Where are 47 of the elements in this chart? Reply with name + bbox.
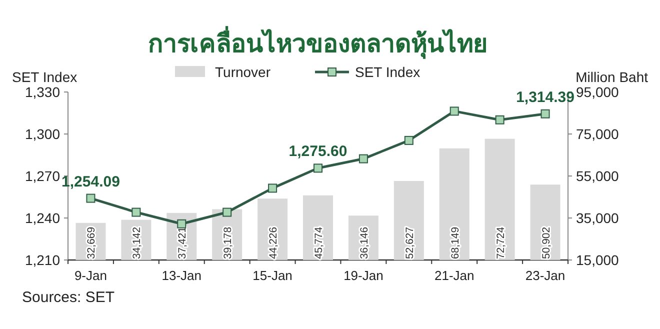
data-label: 52,627 <box>404 226 416 259</box>
point <box>314 164 322 173</box>
y2-tick-label: 75,000 <box>576 126 620 142</box>
data-label: 1,275.60 <box>288 143 348 160</box>
data-label: 34,142 <box>131 226 144 259</box>
point <box>86 194 96 203</box>
x-tick-label: 13-Jan <box>162 268 202 283</box>
data-label: 50,902 <box>540 226 552 259</box>
x-tick-label: 23-Jan <box>525 268 566 283</box>
data-label: 37,421 <box>176 226 189 259</box>
legend-label: SET Index <box>355 64 420 80</box>
data-label: 45,774 <box>313 226 325 259</box>
x-tick-label: 9-Jan <box>74 268 107 283</box>
point <box>177 219 186 228</box>
y2-axis-title: Million Baht <box>576 69 648 85</box>
legend-label: Turnover <box>215 64 271 80</box>
y2-tick-label: 55,000 <box>576 168 620 184</box>
data-label: 68,149 <box>449 226 462 259</box>
y2-tick-label: 35,000 <box>576 210 620 226</box>
y-tick-label: 1,270 <box>24 168 60 184</box>
point <box>540 109 550 118</box>
x-tick-label: 19-Jan <box>344 268 384 283</box>
point <box>450 106 459 116</box>
point <box>222 208 232 217</box>
y2-tick-label: 95,000 <box>576 84 620 100</box>
y-tick-label: 1,240 <box>24 210 60 226</box>
y2-tick-label: 15,000 <box>576 252 620 268</box>
point <box>358 154 368 164</box>
source-note: Sources: SET <box>22 289 115 306</box>
y-tick-label: 1,210 <box>24 252 60 268</box>
data-label: 32,669 <box>86 226 98 259</box>
x-tick-label: 21-Jan <box>434 268 474 283</box>
data-label: 72,724 <box>494 226 507 259</box>
chart-title: การเคลื่อนไหวของตลาดหุ้นไทย <box>148 26 488 60</box>
y-axis-title: SET Index <box>12 69 78 85</box>
point <box>132 208 141 217</box>
point <box>268 184 278 193</box>
x-tick-label: 15-Jan <box>252 268 292 283</box>
data-label: 44,226 <box>268 226 280 259</box>
point <box>495 115 504 124</box>
point <box>404 136 414 145</box>
data-label: 1,314.39 <box>516 88 574 106</box>
data-label: 39,178 <box>222 226 234 259</box>
y-tick-label: 1,300 <box>24 126 60 142</box>
y-tick-label: 1,330 <box>24 84 60 100</box>
data-label: 1,254.09 <box>62 173 120 190</box>
data-label: 36,146 <box>358 226 370 259</box>
